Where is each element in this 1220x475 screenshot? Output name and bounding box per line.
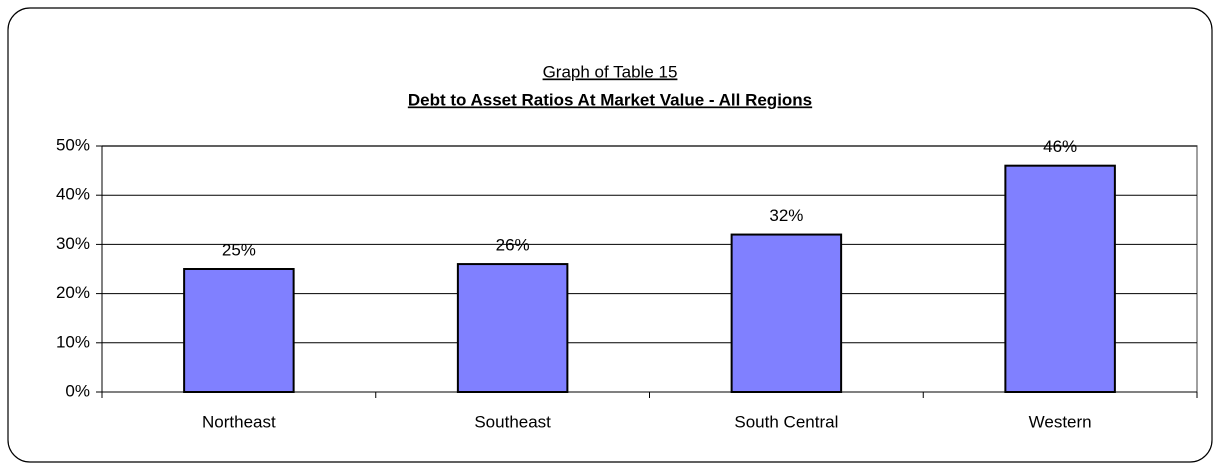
data-label: 32% bbox=[769, 206, 803, 225]
bar bbox=[183, 268, 295, 393]
data-label: 46% bbox=[1043, 137, 1077, 156]
data-label: 25% bbox=[222, 240, 256, 259]
chart-title: Debt to Asset Ratios At Market Value - A… bbox=[408, 90, 812, 109]
x-tick-label: Northeast bbox=[202, 412, 276, 431]
bar bbox=[1004, 164, 1116, 393]
data-label: 26% bbox=[496, 236, 530, 255]
x-tick-label: Southeast bbox=[474, 412, 551, 431]
chart-subtitle: Graph of Table 15 bbox=[543, 62, 678, 81]
y-tick-label: 40% bbox=[56, 185, 90, 204]
y-tick-label: 50% bbox=[56, 135, 90, 154]
bar bbox=[456, 263, 569, 393]
y-tick-label: 0% bbox=[65, 381, 90, 400]
y-tick-label: 20% bbox=[56, 283, 90, 302]
x-tick-label: Western bbox=[1029, 412, 1092, 431]
chart-frame bbox=[7, 7, 1213, 463]
y-tick-label: 10% bbox=[56, 332, 90, 351]
x-tick-label: South Central bbox=[734, 412, 838, 431]
bar bbox=[730, 233, 843, 393]
y-tick-label: 30% bbox=[56, 234, 90, 253]
